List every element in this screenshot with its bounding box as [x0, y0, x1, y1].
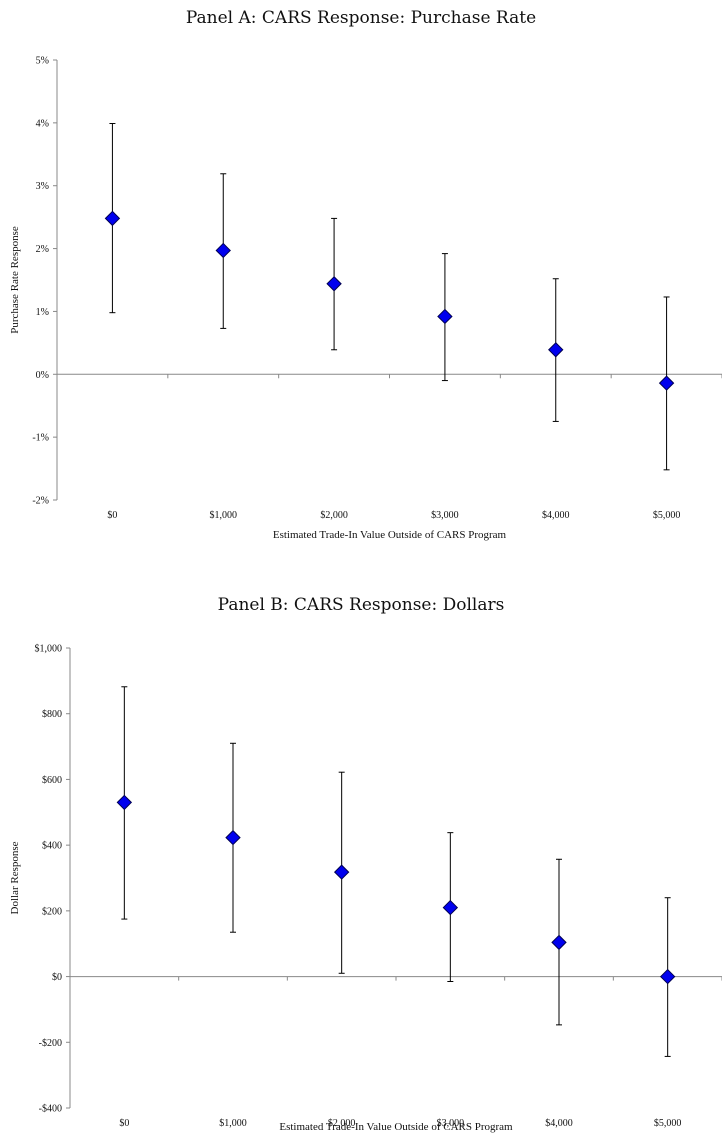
panel-b-y-axis-title: Dollar Response — [9, 841, 21, 914]
panel-a-y-axis-title: Purchase Rate Response — [9, 226, 21, 334]
panel-b-y-tick-label: $200 — [42, 906, 62, 917]
panel-b-y-tick-label: $400 — [42, 841, 62, 852]
panel-a-y-tick-label: -1% — [32, 433, 49, 444]
panel-b-data-point — [225, 829, 241, 846]
panel-b-y-tick-label: $600 — [42, 775, 62, 786]
panel-b-x-tick-label: $1,000 — [219, 1118, 247, 1129]
panel-a-chart: -2% -1% 0% 1% 2% 3% 4% 5% $0 $1,000 $2,000 $3,000 $4… — [9, 56, 722, 541]
panel-a-y-tick-label: 1% — [36, 307, 49, 318]
panel-a-x-tick-label: $4,000 — [542, 510, 570, 521]
panel-a-data-point — [548, 342, 564, 358]
panel-b-x-tick-label: $0 — [119, 1118, 129, 1129]
panel-a-x-tick-label: $5,000 — [653, 510, 681, 521]
panel-a-title: Panel A: CARS Response: Purchase Rate — [185, 8, 537, 28]
panel-a-x-tick-label: $0 — [107, 510, 117, 521]
panel-a-data-point — [104, 210, 121, 227]
panel-b-x-tick-label: $2,000 — [328, 1118, 356, 1129]
panel-a-data-point — [437, 308, 453, 325]
panel-b-x-tick-label: $3,000 — [437, 1118, 465, 1129]
panel-a-data-point — [326, 276, 342, 292]
panel-a-x-tick-label: $1,000 — [210, 510, 238, 521]
panel-b-y-tick-label: $800 — [42, 709, 62, 720]
panel-a-x-tick-label: $2,000 — [320, 510, 348, 521]
panel-b-y-tick-label: $1,000 — [35, 644, 63, 655]
panel-b-chart: -$400 -$200 $0 $200 $400 $600 $800 $1,000 $0 $1,0… — [9, 644, 722, 1133]
panel-a-y-tick-label: 4% — [36, 118, 49, 129]
panel-b-x-axis-title: Estimated Trade-In Value Outside of CARS… — [279, 1121, 513, 1133]
panel-b-data-point — [116, 794, 133, 811]
panel-b-data-point — [333, 864, 350, 880]
panel-b-y-tick-label: -$200 — [39, 1038, 62, 1049]
panel-b-data-point — [551, 934, 567, 951]
panel-b-x-tick-label: $4,000 — [545, 1118, 573, 1129]
panel-b-y-tick-label: $0 — [52, 972, 62, 983]
panel-a-data-point — [658, 375, 675, 391]
panel-a-y-tick-label: 3% — [36, 181, 49, 192]
panel-a-y-tick-label: 5% — [36, 56, 49, 67]
panel-b-data-point — [442, 899, 459, 916]
panel-b-title: Panel B: CARS Response: Dollars — [217, 595, 505, 615]
panel-a-data-point — [215, 242, 231, 259]
panel-a-y-tick-label: 2% — [36, 244, 49, 255]
panel-a-x-tick-label: $3,000 — [431, 510, 459, 521]
panel-a-x-axis-title: Estimated Trade-In Value Outside of CARS… — [273, 529, 507, 541]
panel-b-y-tick-label: -$400 — [39, 1104, 62, 1115]
panel-a-y-tick-label: -2% — [32, 496, 49, 507]
panel-b-x-tick-label: $5,000 — [654, 1118, 682, 1129]
panel-b-data-point — [659, 968, 676, 985]
panel-a-y-tick-label: 0% — [36, 370, 49, 381]
